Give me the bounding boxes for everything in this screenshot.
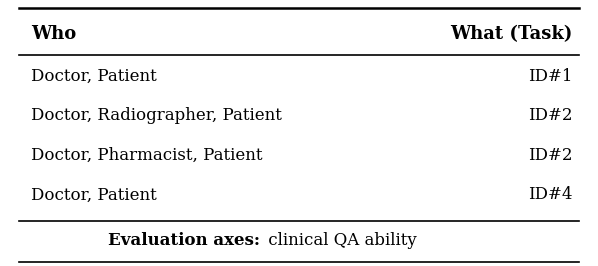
Text: ID#2: ID#2	[528, 147, 573, 164]
Text: ID#1: ID#1	[528, 68, 573, 85]
Text: ID#2: ID#2	[528, 107, 573, 124]
Text: Doctor, Patient: Doctor, Patient	[31, 186, 157, 203]
Text: Doctor, Radiographer, Patient: Doctor, Radiographer, Patient	[31, 107, 282, 124]
Text: Doctor, Patient: Doctor, Patient	[31, 68, 157, 85]
Text: Who: Who	[31, 25, 77, 43]
Text: What (Task): What (Task)	[450, 25, 573, 43]
Text: ID#4: ID#4	[528, 186, 573, 203]
Text: Doctor, Pharmacist, Patient: Doctor, Pharmacist, Patient	[31, 147, 263, 164]
Text: clinical QA ability: clinical QA ability	[263, 232, 417, 250]
Text: Evaluation axes:: Evaluation axes:	[108, 232, 260, 250]
